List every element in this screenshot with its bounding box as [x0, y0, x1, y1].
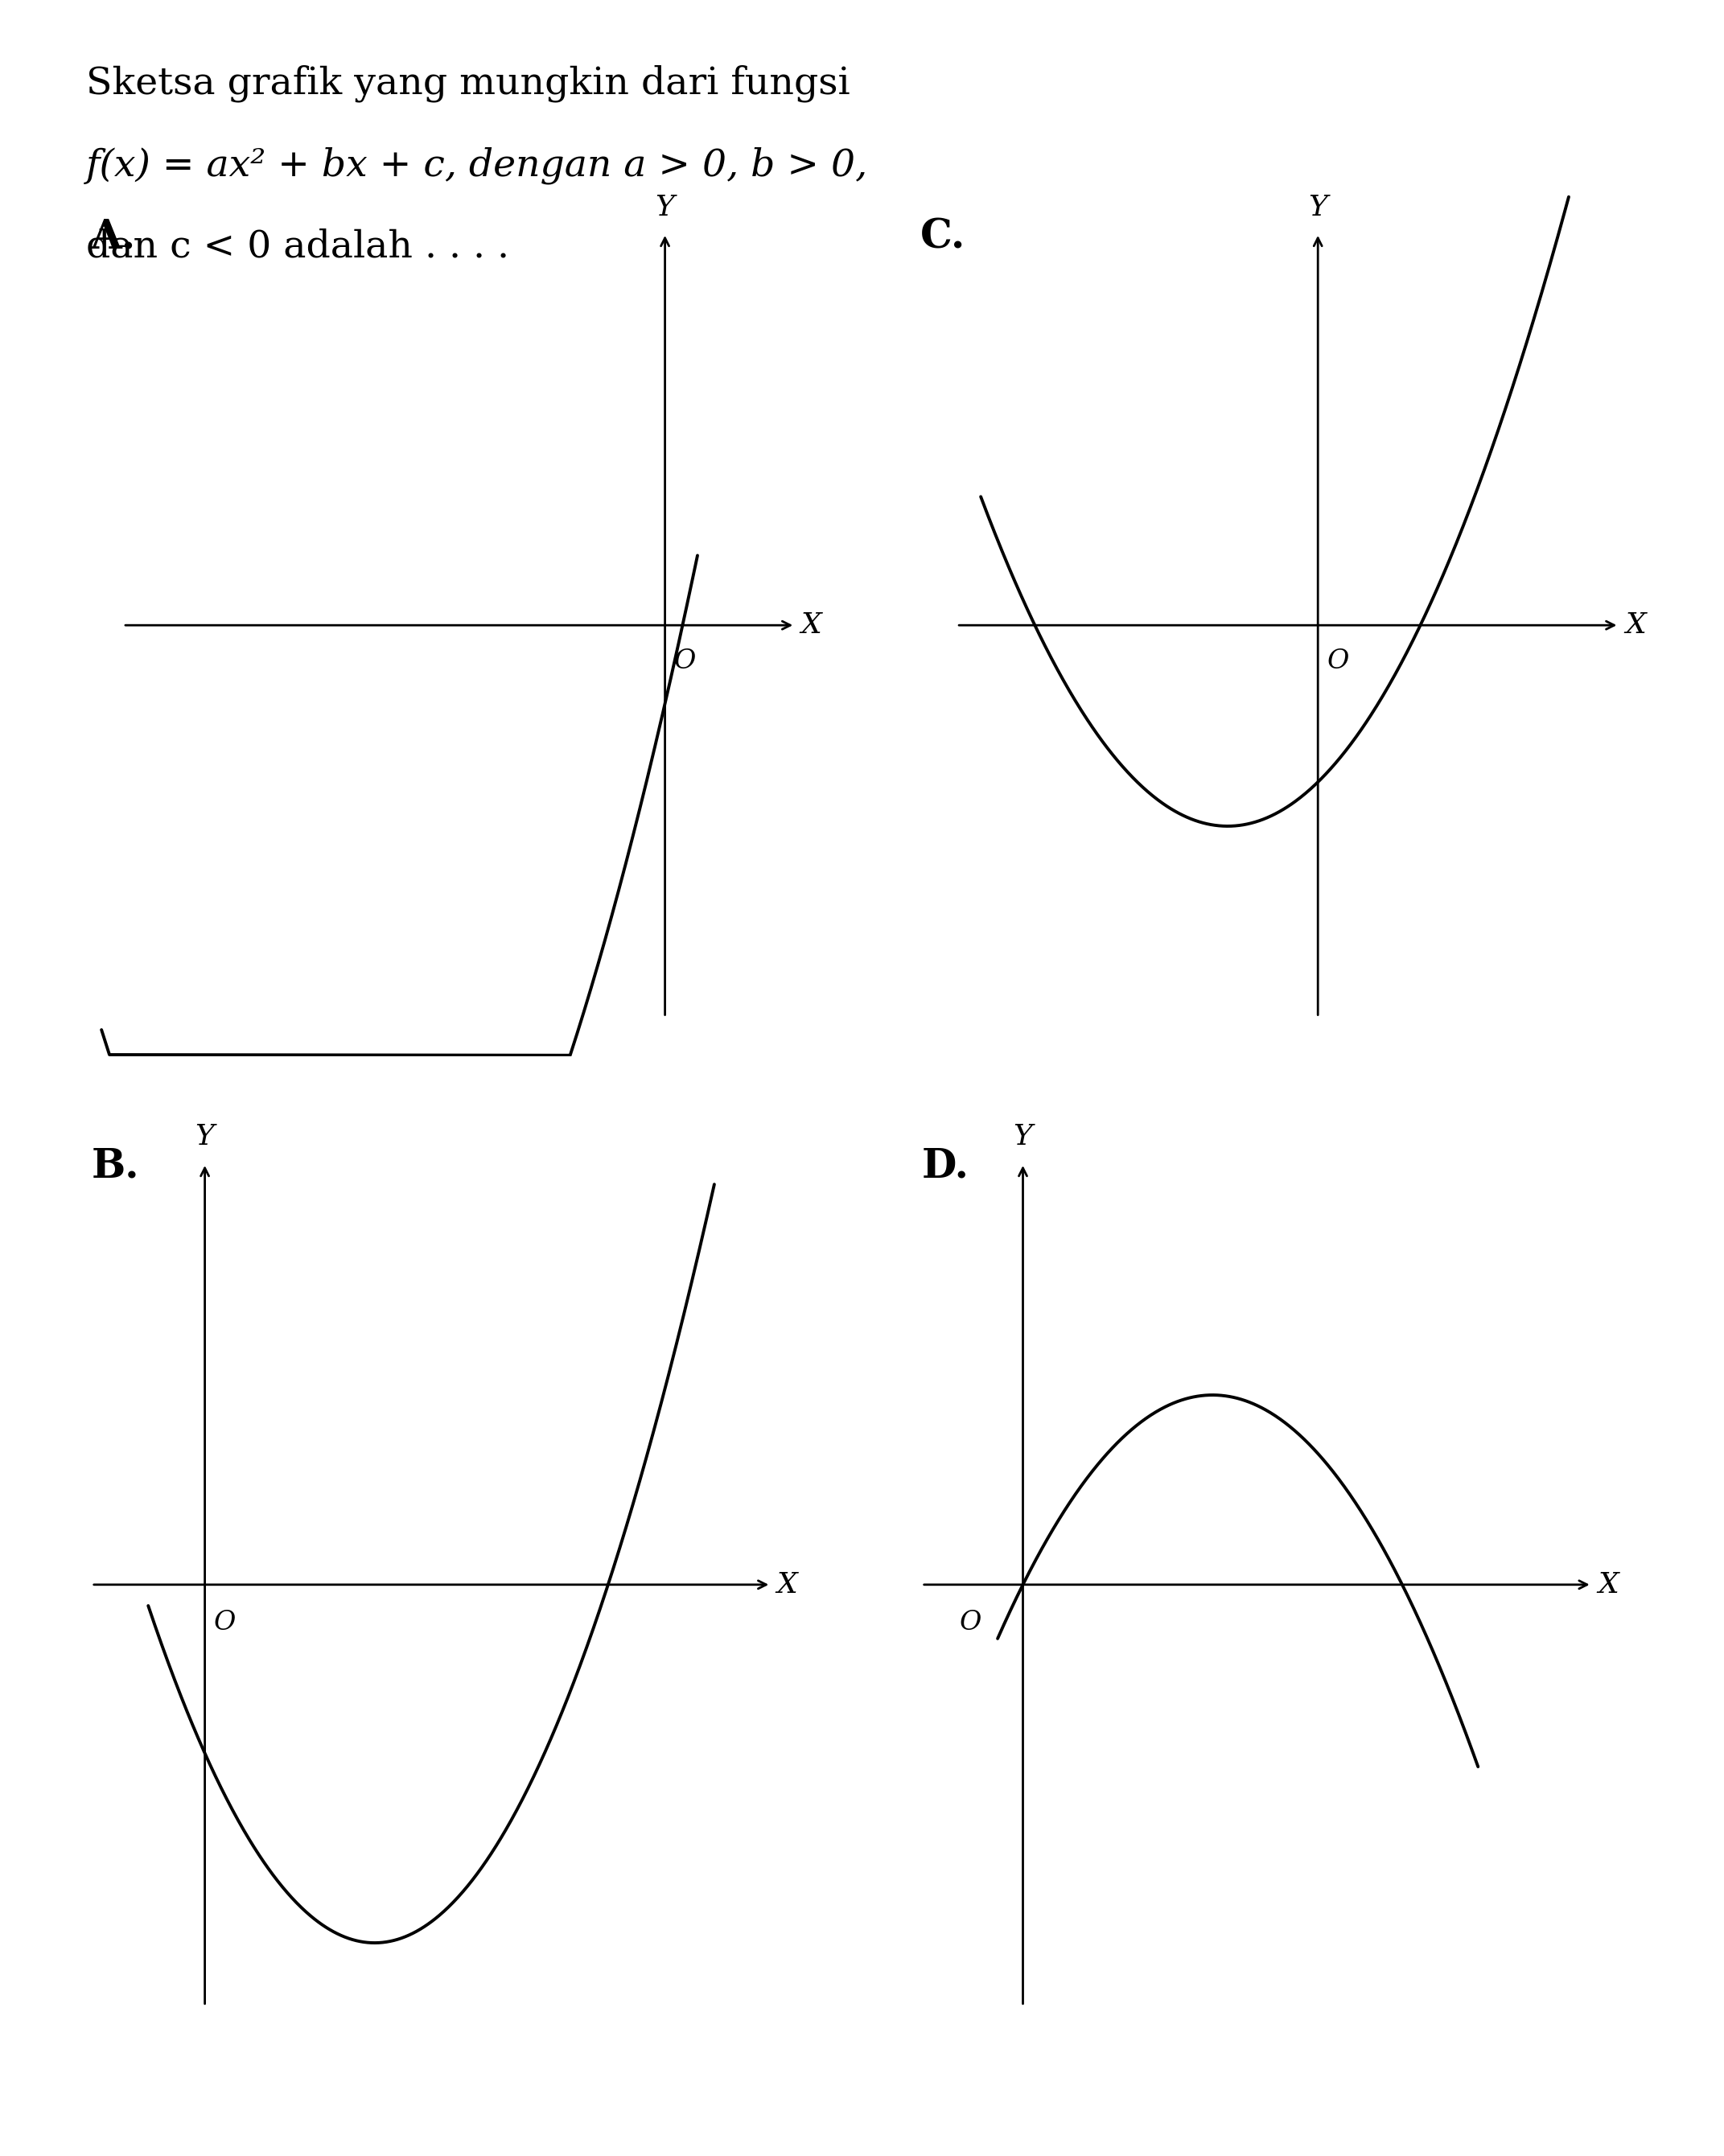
Text: A.: A. — [91, 218, 136, 257]
Text: dan c < 0 adalah . . . .: dan c < 0 adalah . . . . — [86, 229, 509, 265]
Text: O: O — [674, 649, 696, 675]
Text: Sketsa grafik yang mungkin dari fungsi: Sketsa grafik yang mungkin dari fungsi — [86, 65, 850, 101]
Text: Y: Y — [655, 194, 674, 222]
Text: X: X — [1626, 612, 1646, 638]
Text: B.: B. — [91, 1147, 140, 1186]
Text: O: O — [214, 1611, 236, 1636]
Text: X: X — [800, 612, 821, 638]
Text: D.: D. — [922, 1147, 969, 1186]
Text: Y: Y — [195, 1123, 214, 1151]
Text: f(x) = ax² + bx + c, dengan a > 0, b > 0,: f(x) = ax² + bx + c, dengan a > 0, b > 0… — [86, 147, 869, 183]
Text: X: X — [776, 1572, 796, 1598]
Text: C.: C. — [921, 218, 965, 257]
Text: Y: Y — [1014, 1123, 1033, 1151]
Text: O: O — [960, 1611, 981, 1636]
Text: O: O — [1327, 649, 1350, 675]
Text: X: X — [1598, 1572, 1619, 1598]
Text: Y: Y — [1309, 194, 1327, 222]
